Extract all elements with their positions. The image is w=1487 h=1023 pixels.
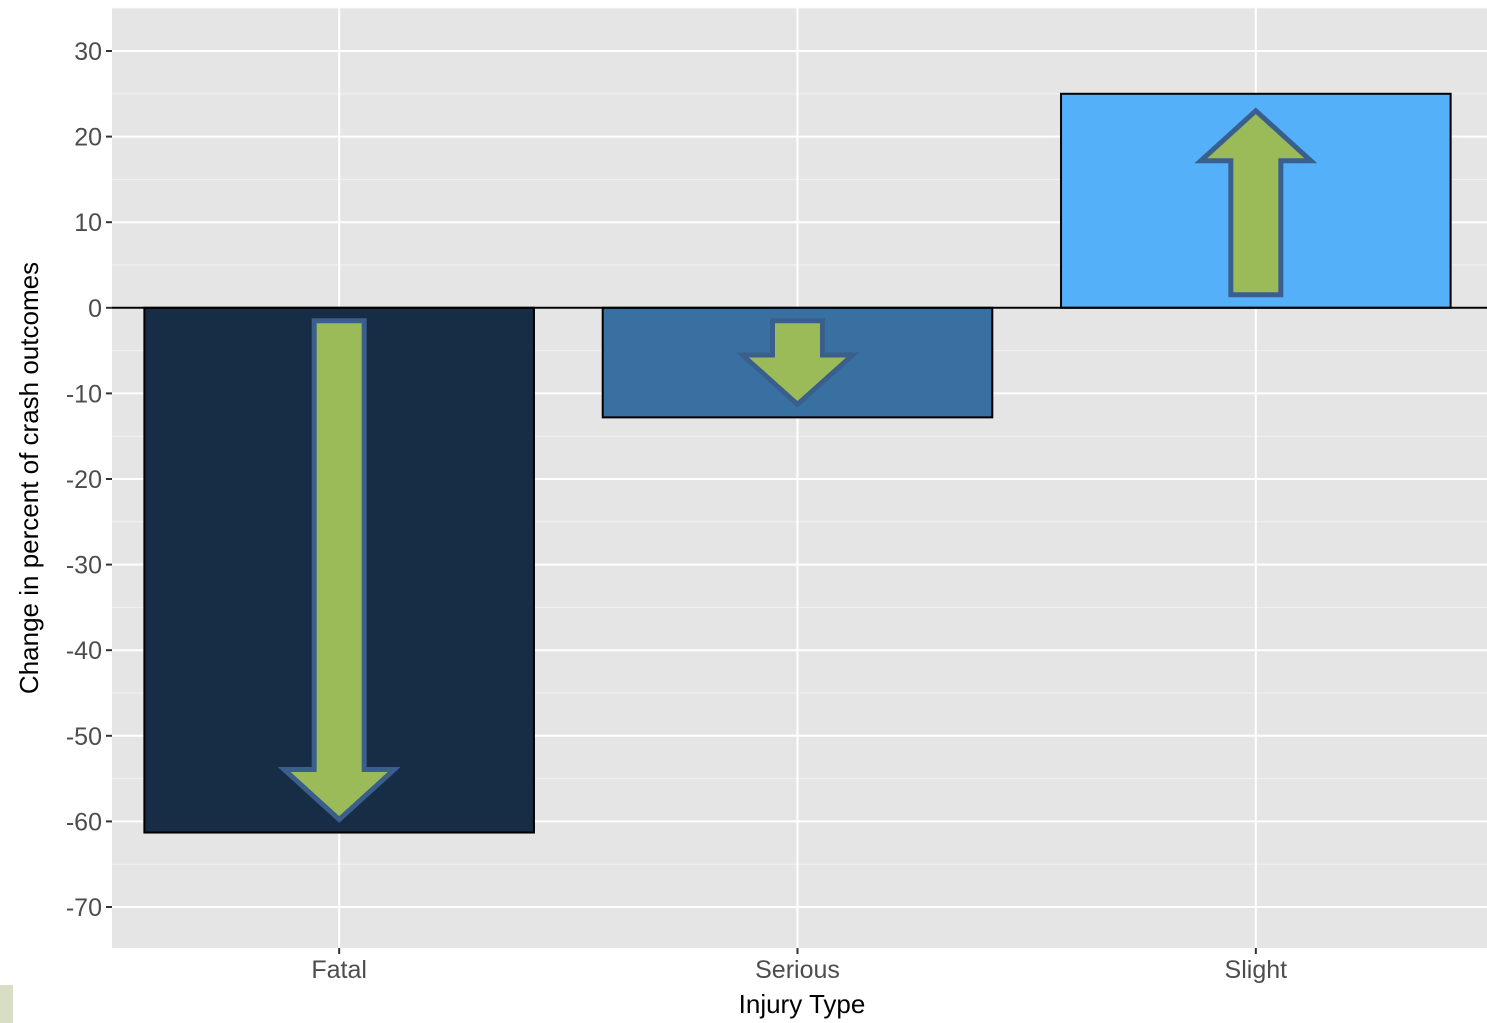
direction-arrows (277, 107, 1318, 823)
y-tick-label: -50 (66, 723, 102, 751)
y-tick-label: -10 (66, 380, 102, 408)
y-tick-label: 20 (74, 124, 102, 152)
y-tick-label: -40 (66, 637, 102, 665)
y-tick-label: -60 (66, 808, 102, 836)
x-axis-title: Injury Type (739, 989, 866, 1019)
y-tick-label: 10 (74, 209, 102, 237)
arrow-up-slight (1194, 107, 1318, 298)
x-tick-label-serious: Serious (755, 956, 840, 984)
y-tick-label: 0 (88, 295, 102, 323)
y-axis: 30 20 10 0 -10 -20 -30 -40 -50 -60 -70 (66, 38, 112, 922)
y-tick-label: 30 (74, 38, 102, 66)
y-axis-title: Change in percent of crash outcomes (14, 262, 44, 694)
x-tick-label-slight: Slight (1225, 956, 1288, 984)
arrow-down-fatal (277, 318, 401, 823)
y-tick-label: -30 (66, 552, 102, 580)
x-axis: Fatal Serious Slight (311, 948, 1287, 984)
y-tick-label: -20 (66, 466, 102, 494)
x-tick-label-fatal: Fatal (311, 956, 367, 984)
arrow-down-serious (735, 318, 860, 408)
corner-swatch (0, 985, 13, 1023)
y-tick-label: -70 (66, 894, 102, 922)
